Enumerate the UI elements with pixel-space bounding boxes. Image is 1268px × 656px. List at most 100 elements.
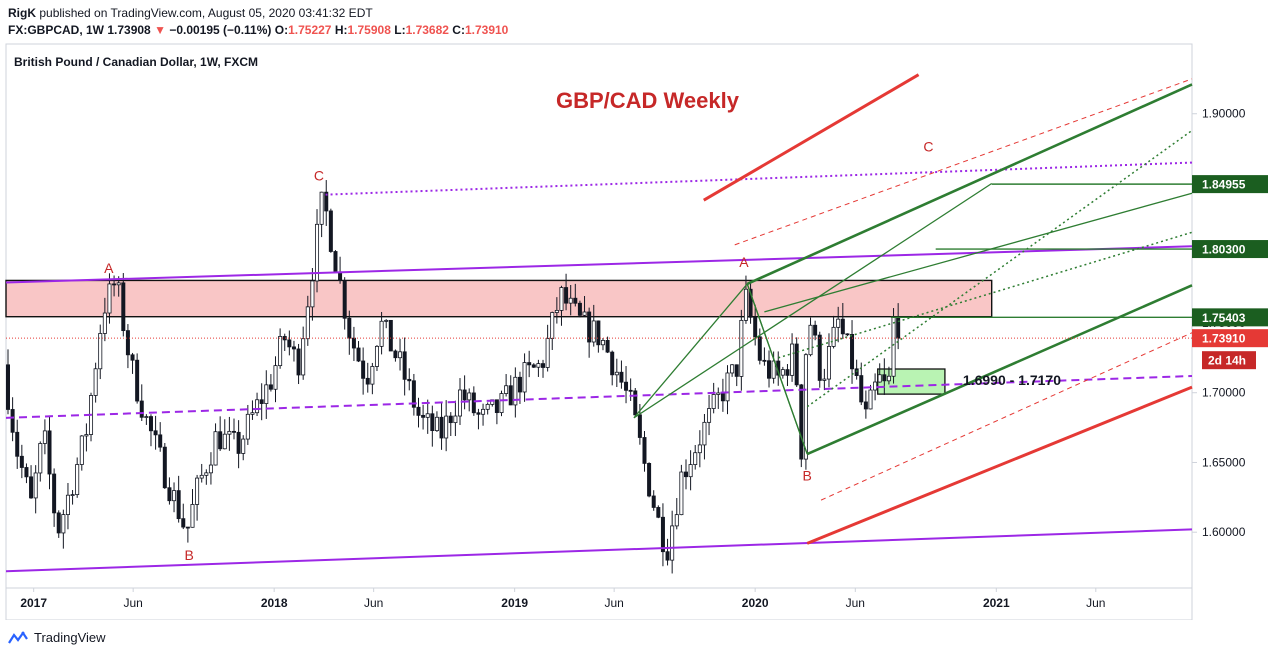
candle-body [582,311,587,316]
candle-body [278,336,283,367]
candle-body [840,318,845,335]
candle-body [651,495,656,508]
candle-body [734,364,739,377]
level-price-badge-text: 1.75403 [1202,311,1246,325]
countdown-badge [1202,351,1256,370]
candle-body [854,368,859,376]
candle-body [167,487,172,502]
candle-body [213,431,218,466]
last-price: 1.73908 [107,23,151,37]
candle-body [665,551,670,561]
x-tick-label: Jun [1086,596,1105,610]
candle-body [218,431,223,450]
candle-body [333,251,338,273]
publish-line: RigK published on TradingView.com, Augus… [8,6,373,20]
candle-body [430,413,435,432]
candle-body [619,371,624,383]
candle-body [444,415,449,439]
candle-body [65,494,70,515]
candle-body [439,416,444,439]
candle-body [624,381,629,391]
level-price-badge [1192,308,1268,327]
candle-body [365,377,370,385]
candle-body [504,385,509,394]
candle-body [513,376,518,406]
candle-body [315,223,320,282]
level-price-badge [1192,175,1268,194]
candle-body [384,319,389,322]
candle-body [158,434,163,448]
candle-body [702,421,707,446]
candle-body [725,372,730,402]
candle-body [172,490,177,502]
candle-body [6,364,11,410]
candle-body [416,406,421,416]
candle-body [767,360,772,379]
candle-body [660,516,665,553]
level-price-badge-text: 1.80300 [1202,243,1246,257]
candle-body [195,477,200,505]
candle-body [545,338,550,368]
price-chart[interactable]: A B C A B C 1.6990 - 1.7170 1.60000 1.65000 1.70… [0,0,1268,620]
candle-body [628,389,633,392]
candle-body [531,364,536,368]
candle-body [457,389,462,417]
author-name[interactable]: RigK [8,6,36,20]
pitchfork-inner-upper [764,192,1193,313]
resistance-zone [5,279,993,318]
candle-body [554,309,559,313]
candle-body [462,389,467,401]
candle-body [508,385,513,406]
candle-body [831,326,836,347]
candle-body [425,413,430,418]
candle-body [605,340,610,353]
candle-body [762,359,767,362]
candle-body [688,464,693,478]
candle-body [494,399,499,414]
candle-body [319,191,324,225]
candle-body [282,336,287,341]
tradingview-brand[interactable]: TradingView [8,630,106,645]
candle-body [245,413,250,440]
candle-body [600,340,605,346]
candle-body [434,416,439,432]
candle-body [268,384,273,390]
candle-body [148,416,153,432]
x-tick-label: Jun [846,596,865,610]
candle-body [112,283,117,286]
candle-body [241,438,246,454]
candle-body [222,433,227,450]
change-arrow: ▼ [154,23,166,37]
candle-body [799,384,804,460]
x-tick-label: Jun [123,596,142,610]
candle-body [29,476,34,499]
red-channel-dashed-upper [734,78,1193,246]
countdown-badge-text: 2d 14h [1208,354,1246,368]
candle-body [822,378,827,381]
x-tick-label: 2017 [20,596,47,610]
y-tick-label: 1.90000 [1202,107,1246,121]
candle-body [591,320,596,343]
candle-body [863,401,868,410]
candle-body [886,375,891,382]
support-zone [877,368,946,395]
candle-body [208,464,213,474]
candle-body [199,474,204,479]
footer: TradingView [0,620,1268,656]
candle-body [771,360,776,379]
candle-body [19,455,24,468]
candle-body [683,471,688,478]
candle-body [614,371,619,376]
chart-annotation-title: GBP/CAD Weekly [556,88,740,113]
brand-label: TradingView [34,630,106,645]
candle-body [102,312,107,334]
current-price-badge [1192,329,1268,348]
candle-body [448,415,453,424]
wave-label: B [803,468,812,484]
candle-body [338,272,343,281]
red-channel-dashed-lower [820,332,1193,501]
candle-body [310,280,315,308]
pitchfork-upper-tine [746,83,1193,286]
low-value: 1.73682 [405,23,449,37]
candle-body [877,374,882,383]
